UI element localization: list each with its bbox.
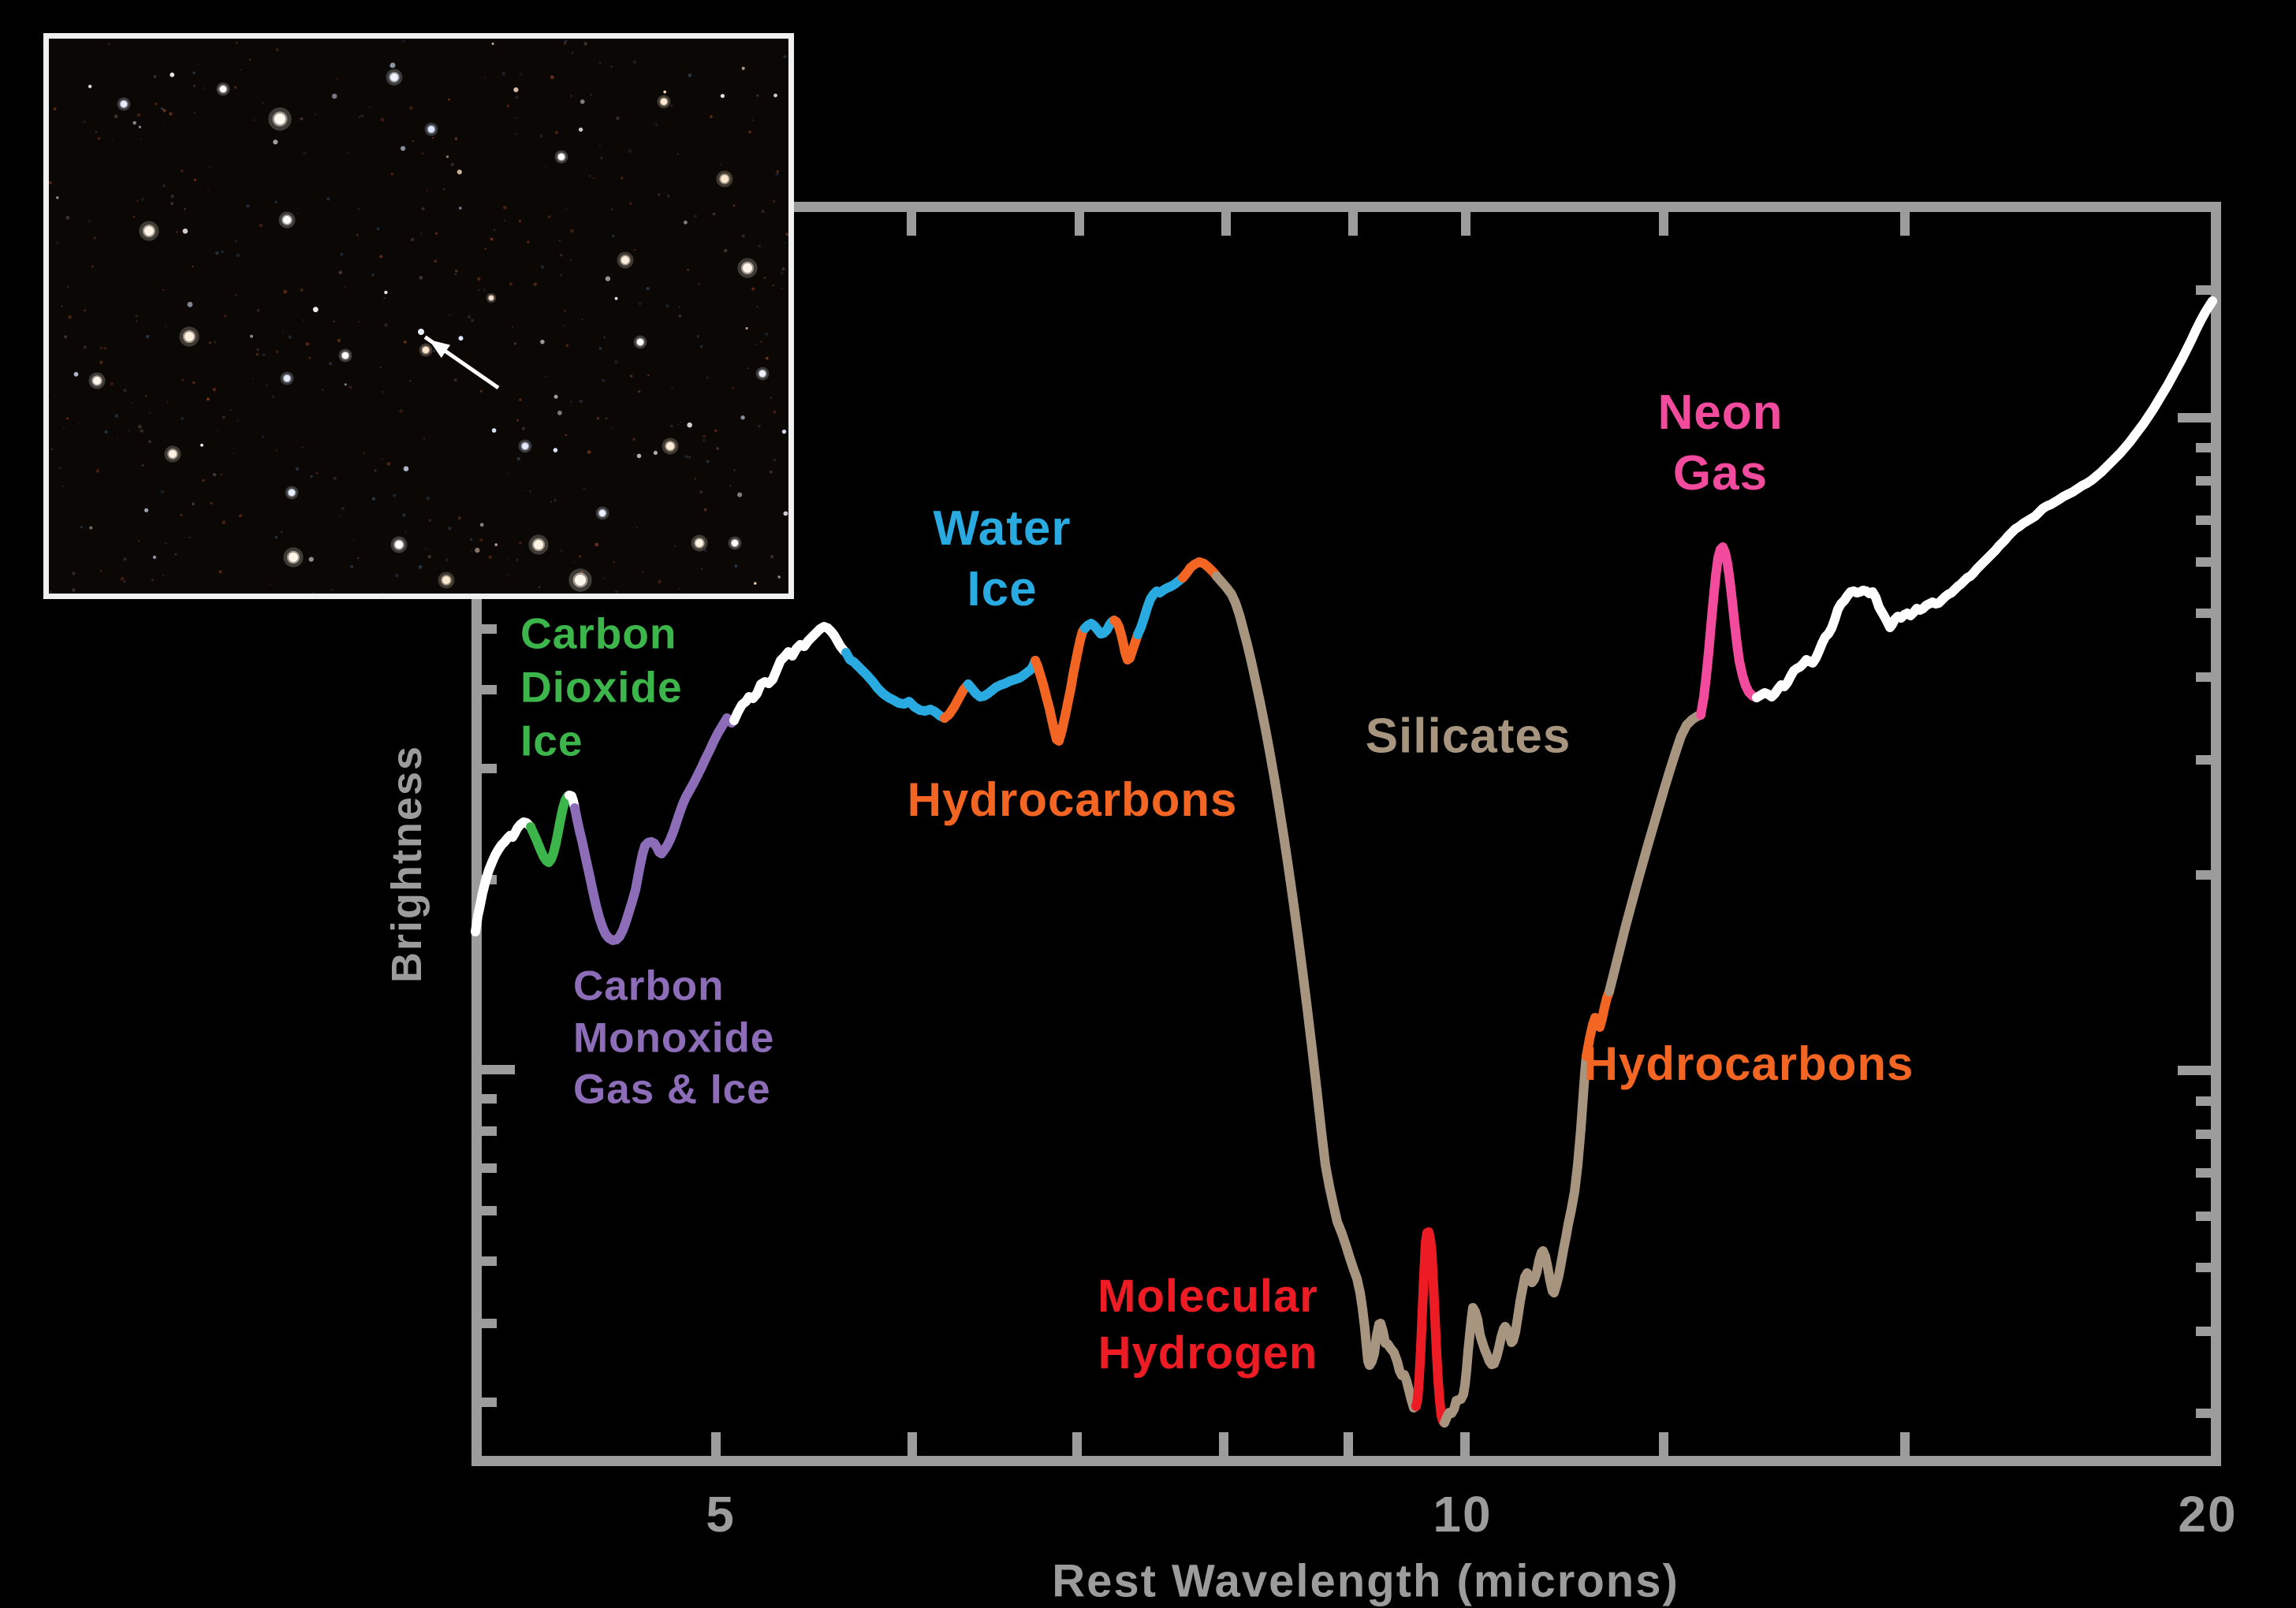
axes-frame xyxy=(472,202,2221,1466)
segment-continuum-white-4 xyxy=(1752,296,2217,702)
starfield-image xyxy=(49,39,788,594)
segment-hydrocarbon-1d-peak xyxy=(1178,557,1221,583)
segment-water-ice-2 xyxy=(964,656,1040,702)
segment-carbon-monoxide-gas-ice xyxy=(570,713,739,945)
segment-hydrocarbon-1b xyxy=(1031,623,1090,746)
x-tick-label-5: 5 xyxy=(706,1486,736,1543)
segment-water-ice-4 xyxy=(1133,573,1187,639)
segment-hydrocarbon-1a xyxy=(940,679,973,723)
x-tick-label-20: 20 xyxy=(2178,1486,2238,1543)
segment-hydrocarbon-1c xyxy=(1109,616,1142,664)
label-carbon-monoxide-gas-ice: Carbon Monoxide Gas & Ice xyxy=(573,962,775,1113)
starfield-inset xyxy=(43,33,794,599)
label-silicates: Silicates xyxy=(1365,709,1571,764)
segment-silicate-descent xyxy=(1212,571,1421,1413)
segment-molecular-hydrogen-line xyxy=(1411,1227,1449,1427)
y-axis-title: Brightness xyxy=(383,744,430,984)
segment-water-ice-1 xyxy=(841,648,949,723)
label-neon-gas: Neon Gas xyxy=(1657,385,1784,501)
segment-carbon-dioxide-ice xyxy=(526,791,574,867)
label-hydrocarbons-1: Hydrocarbons xyxy=(907,772,1238,826)
label-carbon-dioxide-ice: Carbon Dioxide Ice xyxy=(520,609,683,766)
segment-continuum-white-3 xyxy=(729,622,851,725)
x-axis-title: Rest Wavelength (microns) xyxy=(1052,1555,1679,1607)
segment-water-ice-3 xyxy=(1080,616,1119,638)
segment-neon-gas-line xyxy=(1696,542,1761,720)
segment-silicate-trough xyxy=(1440,1052,1591,1427)
x-tick-label-10: 10 xyxy=(1433,1486,1493,1543)
label-hydrocarbons-2: Hydrocarbons xyxy=(1583,1037,1914,1090)
pointer-arrow-head xyxy=(429,340,451,358)
target-object-star xyxy=(418,329,424,335)
segment-silicate-rise xyxy=(1605,710,1705,996)
segment-hydrocarbon-2 xyxy=(1582,987,1614,1061)
label-water-ice: Water Ice xyxy=(933,501,1072,616)
label-molecular-hydrogen: Molecular Hydrogen xyxy=(1098,1271,1318,1379)
segment-continuum-white-1 xyxy=(471,817,535,936)
spectrum-curve xyxy=(471,296,2217,1427)
